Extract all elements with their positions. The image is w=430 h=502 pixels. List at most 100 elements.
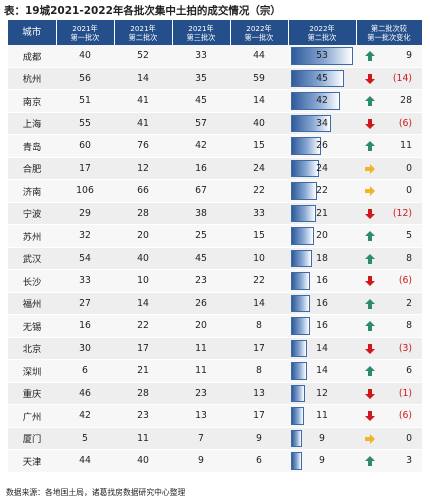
data-bar <box>291 317 310 335</box>
change-value: 2 <box>406 297 412 309</box>
arrow-up-icon <box>365 96 375 106</box>
cell-2022-batch2: 12 <box>288 382 356 405</box>
data-bar-value: 21 <box>316 207 328 219</box>
cell-2021-batch2: 41 <box>114 112 172 135</box>
city-cell: 厦门 <box>8 427 56 450</box>
arrow-down-icon <box>365 276 375 286</box>
data-bar <box>291 227 315 245</box>
cell-2021-batch3: 9 <box>172 449 230 473</box>
table-row: 济南 106 66 67 22 22 0 <box>8 179 422 203</box>
cell-2021-batch3: 35 <box>172 67 230 90</box>
cell-2021-batch1: 56 <box>56 67 114 90</box>
arrow-down-icon <box>365 118 375 129</box>
change-value: (6) <box>398 117 412 129</box>
cell-change: 8 <box>356 247 422 270</box>
data-bar-value: 9 <box>319 432 325 444</box>
cell-2021-batch1: 55 <box>56 112 114 135</box>
table-row: 杭州 56 14 35 59 45 (14) <box>8 67 422 90</box>
header-2022-batch1: 2022年 第一批次 <box>230 20 289 45</box>
cell-2022-batch2: 11 <box>288 404 356 428</box>
arrow-up-icon <box>365 141 375 151</box>
arrow-up-icon <box>365 253 375 264</box>
data-bar-value: 11 <box>316 410 328 421</box>
arrow-up-icon <box>365 456 375 466</box>
cell-2022-batch1: 59 <box>230 67 288 90</box>
data-bar-value: 26 <box>316 140 328 151</box>
cell-2022-batch2: 20 <box>288 224 356 248</box>
cell-change: (6) <box>356 404 422 428</box>
cell-2021-batch1: 5 <box>56 427 114 450</box>
change-value: 28 <box>400 95 412 106</box>
cell-2022-batch1: 17 <box>230 404 288 428</box>
data-bar-value: 42 <box>316 95 328 106</box>
cell-2021-batch3: 11 <box>172 359 230 383</box>
cell-change: 11 <box>356 134 422 158</box>
cell-2021-batch1: 42 <box>56 404 114 428</box>
cell-2021-batch1: 40 <box>56 45 114 68</box>
cell-change: (3) <box>356 337 422 360</box>
change-value: 0 <box>406 185 412 196</box>
cell-2021-batch2: 40 <box>114 449 172 473</box>
data-bar-value: 9 <box>319 455 325 466</box>
arrow-up-icon <box>365 366 375 376</box>
cell-2021-batch1: 6 <box>56 359 114 383</box>
city-cell: 深圳 <box>8 359 56 383</box>
data-bar <box>291 159 320 177</box>
cell-2022-batch1: 15 <box>230 224 288 248</box>
data-bar <box>291 249 313 267</box>
cell-2021-batch3: 45 <box>172 89 230 113</box>
cell-2022-batch2: 16 <box>288 314 356 338</box>
data-bar-value: 24 <box>316 162 328 174</box>
header-2021-batch3: 2021年 第三批次 <box>172 20 231 45</box>
city-cell: 长沙 <box>8 269 56 293</box>
data-bar-value: 34 <box>316 117 328 129</box>
cell-2021-batch2: 12 <box>114 157 172 180</box>
data-bar-value: 18 <box>316 252 328 264</box>
city-cell: 合肥 <box>8 157 56 180</box>
data-bar <box>291 429 302 447</box>
cell-change: 0 <box>356 427 422 450</box>
data-bar-value: 22 <box>316 185 328 196</box>
cell-change: 5 <box>356 224 422 248</box>
cell-2021-batch3: 23 <box>172 269 230 293</box>
table-row: 青岛 60 76 42 15 26 11 <box>8 134 422 158</box>
arrow-down-icon <box>365 208 375 219</box>
cell-2021-batch3: 20 <box>172 314 230 338</box>
cell-2021-batch2: 11 <box>114 427 172 450</box>
change-value: 8 <box>406 252 412 264</box>
cell-2021-batch3: 23 <box>172 382 230 405</box>
data-bar <box>291 92 341 110</box>
cell-2022-batch1: 8 <box>230 359 288 383</box>
cell-2021-batch3: 26 <box>172 292 230 315</box>
cell-2022-batch2: 14 <box>288 337 356 360</box>
cell-2021-batch1: 33 <box>56 269 114 293</box>
change-value: 9 <box>406 50 412 61</box>
cell-2022-batch2: 9 <box>288 449 356 473</box>
cell-2021-batch3: 33 <box>172 45 230 68</box>
cell-2021-batch3: 38 <box>172 202 230 225</box>
change-value: (6) <box>398 410 412 421</box>
cell-2021-batch2: 10 <box>114 269 172 293</box>
city-cell: 无锡 <box>8 314 56 338</box>
city-cell: 天津 <box>8 449 56 473</box>
cell-2022-batch1: 44 <box>230 45 288 68</box>
data-bar-value: 20 <box>316 230 328 241</box>
city-cell: 重庆 <box>8 382 56 405</box>
change-value: (1) <box>398 387 412 399</box>
arrow-down-icon <box>365 411 375 421</box>
table-body: 成都 40 52 33 44 53 9 杭州 56 14 35 59 45 (14) 南京 51 41 45 14 4… <box>8 45 422 473</box>
change-value: 8 <box>406 320 412 331</box>
arrow-right-icon <box>365 163 375 174</box>
city-cell: 福州 <box>8 292 56 315</box>
city-cell: 济南 <box>8 179 56 203</box>
data-source-note: 数据来源：各地国土局，诸葛找房数据研究中心整理 <box>6 488 186 497</box>
table-row: 重庆 46 28 23 13 12 (1) <box>8 382 422 405</box>
city-cell: 青岛 <box>8 134 56 158</box>
cell-2021-batch1: 17 <box>56 157 114 180</box>
cell-2021-batch2: 28 <box>114 202 172 225</box>
data-bar <box>291 452 302 470</box>
arrow-down-icon <box>365 343 375 354</box>
cell-2021-batch1: 106 <box>56 179 114 203</box>
land-auction-table: 城市 2021年 第一批次 2021年 第二批次 2021年 第三批次 2022年 第一… <box>8 20 423 473</box>
data-bar-value: 16 <box>316 320 328 331</box>
